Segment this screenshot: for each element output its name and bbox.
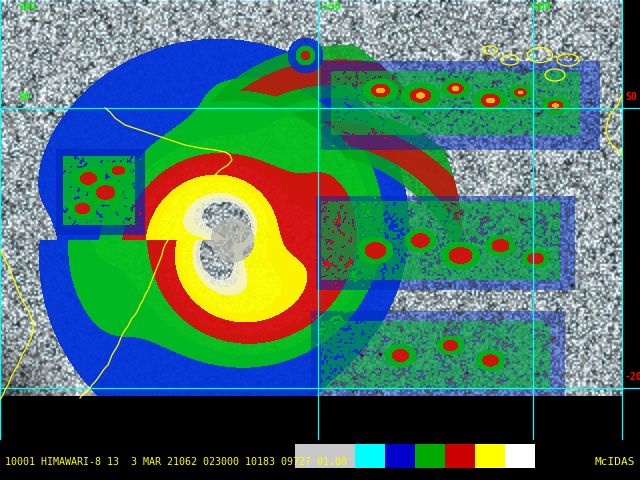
- Text: -160: -160: [528, 2, 552, 12]
- Bar: [622, 0, 640, 440]
- Bar: [0, 396, 640, 440]
- Bar: [355, 444, 385, 468]
- Bar: [475, 444, 505, 468]
- Text: 10001 HIMAWARI-8 13  3 MAR 21062 023000 10183 09727 01.00: 10001 HIMAWARI-8 13 3 MAR 21062 023000 1…: [5, 457, 347, 467]
- Text: 140: 140: [18, 2, 36, 12]
- Text: S0: S0: [625, 92, 637, 102]
- Text: -20: -20: [625, 372, 640, 382]
- Text: S0: S0: [18, 92, 29, 102]
- Bar: [295, 444, 355, 468]
- Bar: [505, 444, 535, 468]
- Bar: [445, 444, 475, 468]
- Text: -150: -150: [318, 2, 342, 12]
- Bar: [385, 444, 415, 468]
- Bar: [415, 444, 445, 468]
- Text: McIDAS: McIDAS: [595, 457, 635, 467]
